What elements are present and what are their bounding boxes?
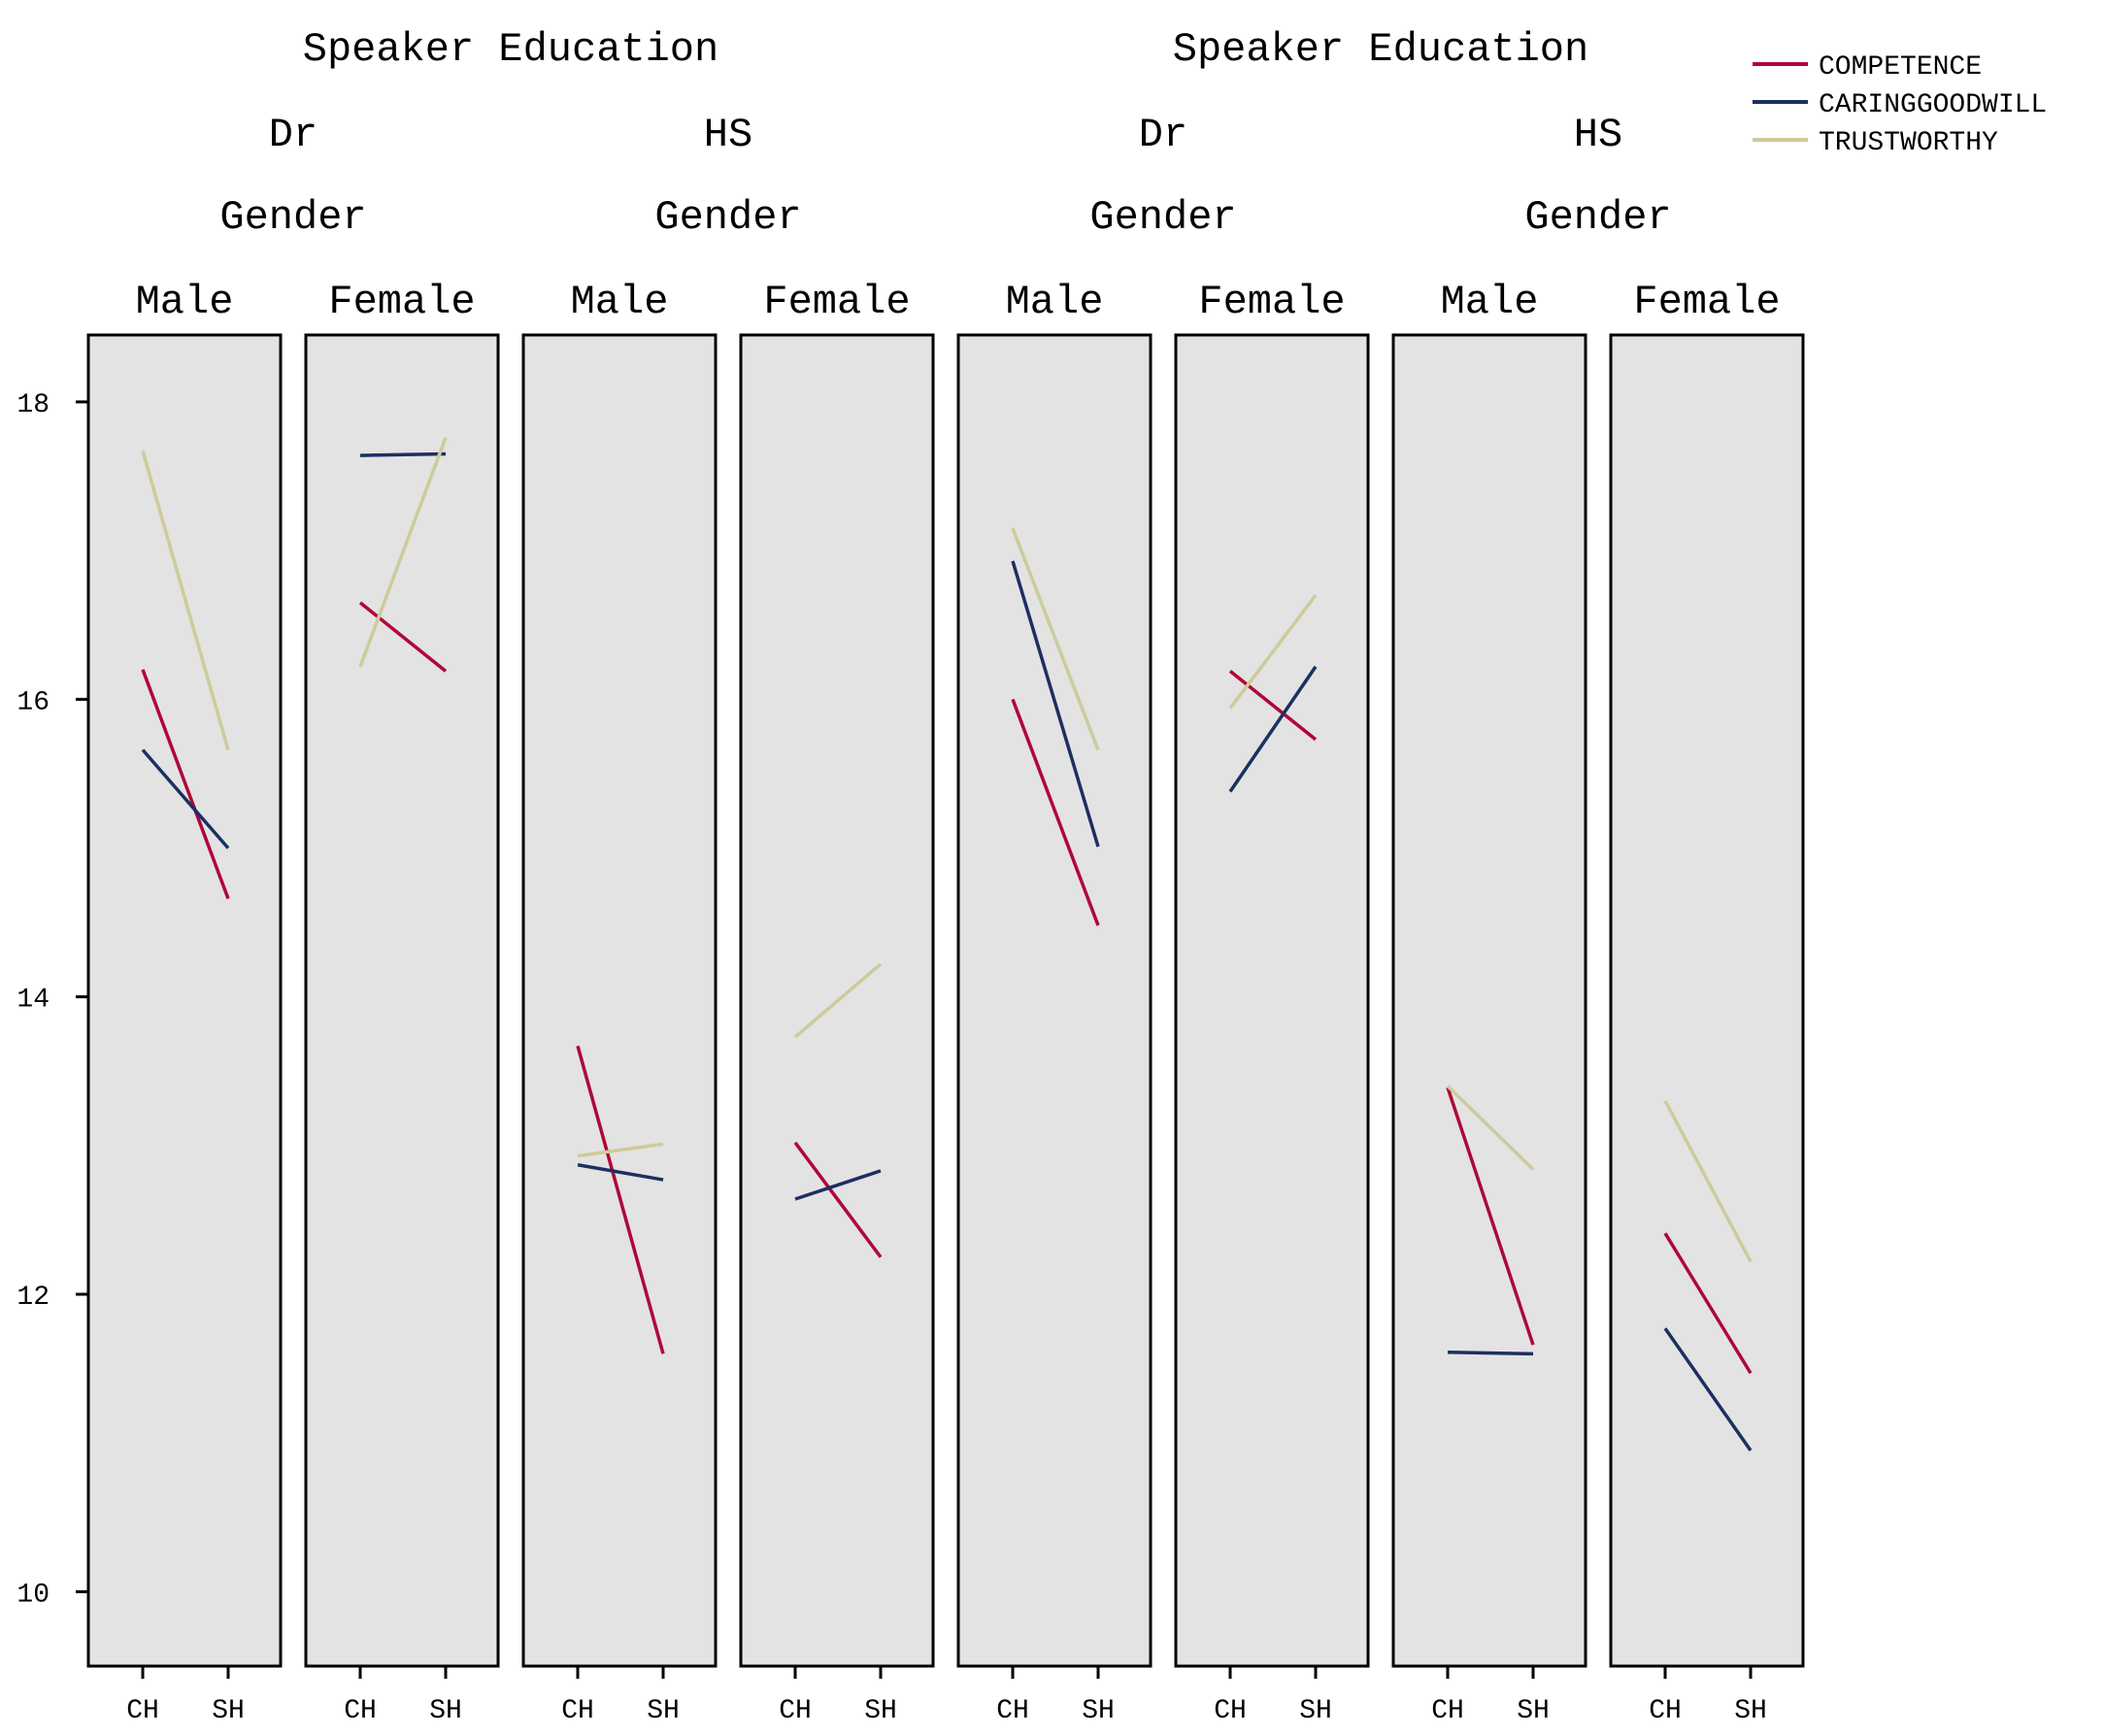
facet-title-gender: Gender — [1524, 194, 1671, 241]
legend-label-competence: COMPETENCE — [1819, 52, 1982, 83]
facet-title-gender: Gender — [654, 194, 801, 241]
facet-label-gender: Male — [136, 279, 234, 325]
x-tick-label: SH — [647, 1696, 680, 1726]
legend-label-trustworthy: TRUSTWORTHY — [1819, 128, 1998, 158]
x-tick-label: SH — [1517, 1696, 1550, 1726]
series-line-caringgoodwill — [1447, 1351, 1534, 1356]
series-line-competence — [793, 1141, 883, 1258]
facet-label-education: Dr — [1139, 112, 1187, 158]
facet-label-education: HS — [1574, 112, 1622, 158]
x-tick-label: CH — [561, 1696, 594, 1726]
series-line-caringgoodwill — [577, 1163, 664, 1182]
facet-title-gender: Gender — [219, 194, 366, 241]
facet-title-speaker-education: Speaker Education — [1173, 26, 1588, 73]
facet-label-gender: Male — [571, 279, 669, 325]
panel-background — [304, 333, 500, 1668]
x-tick-label: SH — [1734, 1696, 1767, 1726]
facet-label-gender: Female — [328, 279, 475, 325]
series-line-caringgoodwill — [1011, 560, 1100, 848]
series-line-competence — [1446, 1086, 1535, 1346]
x-tick-label: CH — [344, 1696, 377, 1726]
panel-background — [1391, 333, 1587, 1668]
facet-label-gender: Female — [1633, 279, 1780, 325]
series-line-trustworthy — [1446, 1085, 1535, 1171]
series-line-trustworthy — [358, 437, 448, 668]
series-line-competence — [1228, 669, 1318, 742]
y-tick-label: 18 — [17, 390, 50, 420]
facet-label-gender: Male — [1006, 279, 1104, 325]
x-tick-label: CH — [1214, 1696, 1247, 1726]
x-tick-label: SH — [1082, 1696, 1115, 1726]
legend-label-caringgoodwill: CARINGGOODWILL — [1819, 90, 2047, 120]
facet-label-gender: Female — [1198, 279, 1345, 325]
y-tick-label: 16 — [17, 687, 50, 718]
x-tick-label: SH — [212, 1696, 245, 1726]
series-line-caringgoodwill — [141, 749, 230, 850]
series-line-competence — [358, 601, 448, 673]
x-tick-label: CH — [996, 1696, 1029, 1726]
panel-background — [956, 333, 1153, 1668]
y-tick-label: 10 — [17, 1580, 50, 1610]
series-line-trustworthy — [1663, 1100, 1753, 1263]
series-line-caringgoodwill — [794, 1169, 882, 1201]
series-line-trustworthy — [577, 1142, 664, 1158]
series-line-competence — [141, 669, 230, 900]
series-line-competence — [576, 1045, 665, 1354]
facet-label-education: HS — [704, 112, 752, 158]
x-tick-label: SH — [864, 1696, 897, 1726]
series-line-trustworthy — [141, 451, 230, 751]
series-line-competence — [1011, 698, 1100, 926]
facet-label-gender: Male — [1441, 279, 1539, 325]
series-line-competence — [1663, 1232, 1753, 1375]
series-line-caringgoodwill — [359, 451, 447, 457]
series-line-trustworthy — [793, 962, 883, 1039]
series-line-caringgoodwill — [1663, 1327, 1753, 1452]
panel-background — [1609, 333, 1805, 1668]
x-tick-label: CH — [1649, 1696, 1682, 1726]
x-tick-label: CH — [1431, 1696, 1464, 1726]
series-line-trustworthy — [1011, 527, 1100, 751]
facet-title-speaker-education: Speaker Education — [303, 26, 718, 73]
panel-background — [1174, 333, 1370, 1668]
x-tick-label: SH — [1299, 1696, 1332, 1726]
x-tick-label: SH — [429, 1696, 462, 1726]
x-tick-label: CH — [779, 1696, 812, 1726]
panel-background — [86, 333, 283, 1668]
series-line-trustworthy — [1228, 594, 1318, 710]
series-line-caringgoodwill — [1228, 665, 1318, 793]
x-tick-label: CH — [126, 1696, 159, 1726]
facet-title-gender: Gender — [1089, 194, 1236, 241]
facet-label-education: Dr — [269, 112, 317, 158]
panel-background — [521, 333, 718, 1668]
y-tick-label: 12 — [17, 1283, 50, 1313]
facet-label-gender: Female — [763, 279, 910, 325]
y-tick-label: 14 — [17, 985, 50, 1016]
